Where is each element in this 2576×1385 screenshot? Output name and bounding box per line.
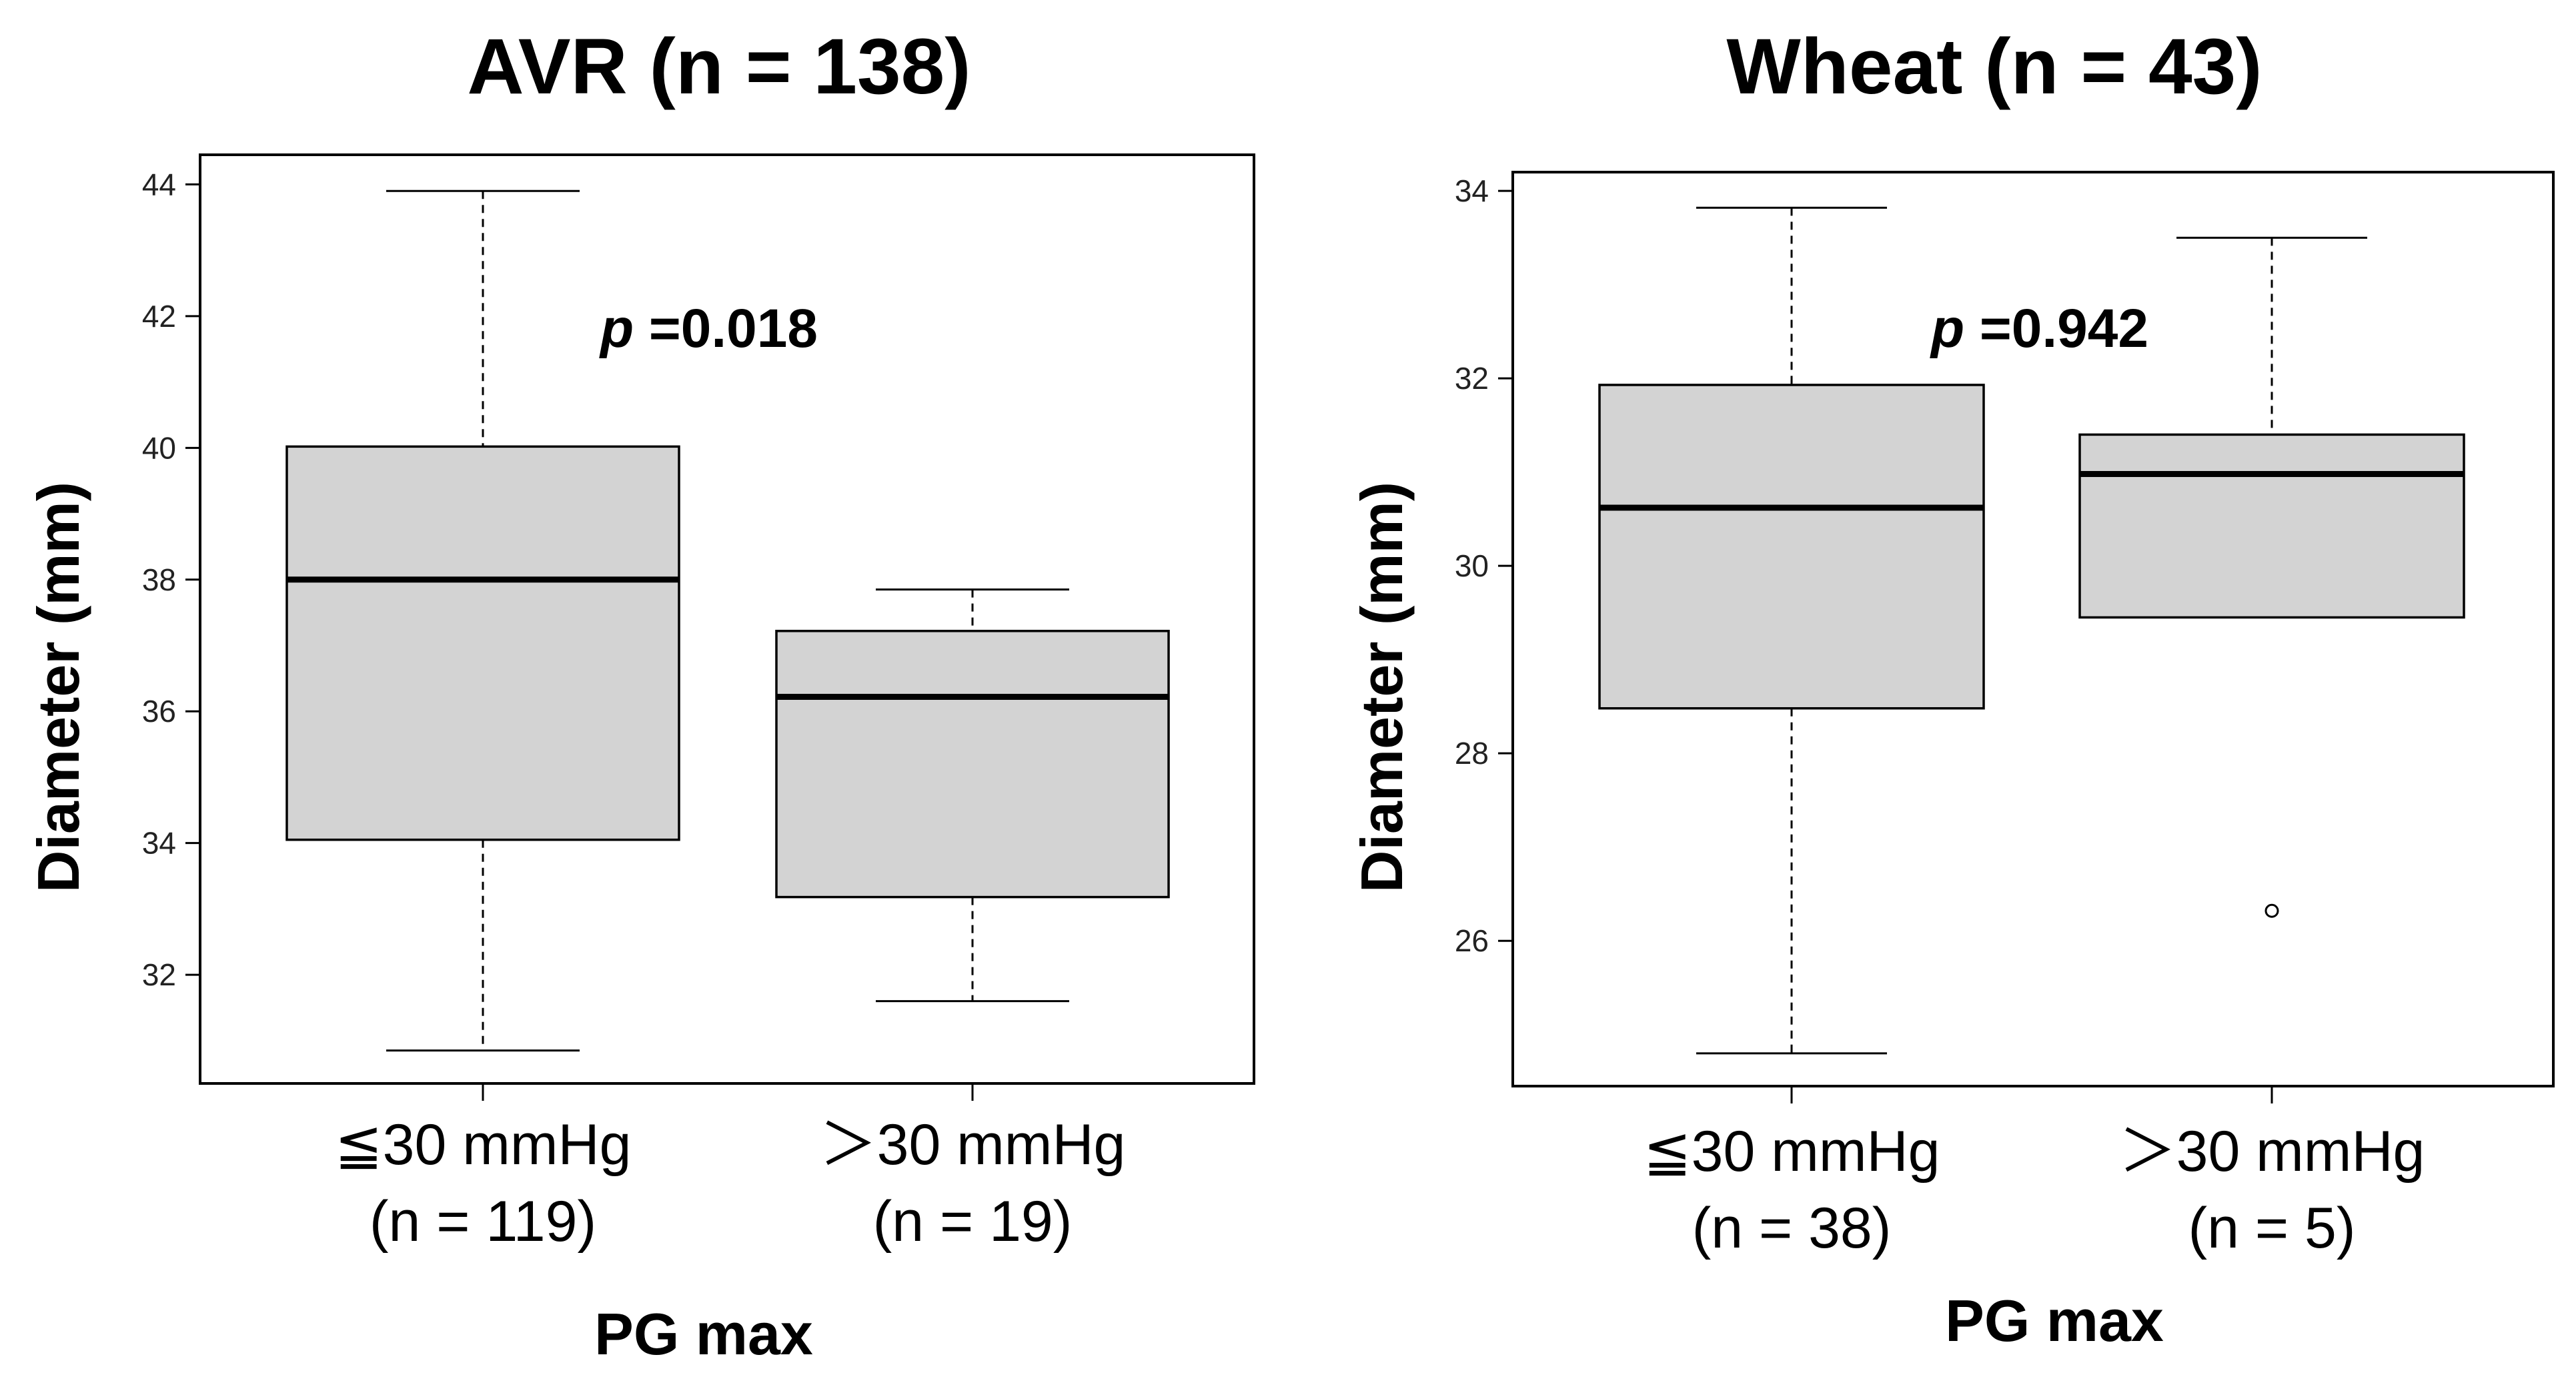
x-axis-label: PG max xyxy=(1945,1288,2164,1354)
y-tick-label: 42 xyxy=(142,299,176,334)
y-tick-label: 36 xyxy=(142,694,176,729)
y-tick-label: 30 xyxy=(1455,548,1489,583)
x-category-label: ＞30 mmHg xyxy=(2119,1119,2425,1184)
box xyxy=(1598,384,1985,710)
x-category-label: ＞30 mmHg xyxy=(820,1113,1126,1177)
x-category-label: ≦30 mmHg xyxy=(1644,1119,1940,1184)
y-ticks: 26 28 30 32 34 xyxy=(1455,173,1513,958)
box-group xyxy=(1598,206,1985,1055)
box xyxy=(775,630,1170,899)
boxes xyxy=(285,189,1170,1052)
x-category-count: (n = 5) xyxy=(2188,1196,2356,1260)
y-tick-label: 40 xyxy=(142,430,176,465)
box-group xyxy=(775,588,1170,1003)
outlier-point xyxy=(2265,903,2279,918)
box-group xyxy=(2078,236,2465,918)
x-category-count: (n = 19) xyxy=(873,1190,1073,1254)
y-tick-label: 34 xyxy=(1455,173,1489,208)
chart-avr: AVR (n = 138) Diameter (mm) PG max p =0.… xyxy=(25,23,1255,1367)
y-axis-label: Diameter (mm) xyxy=(25,482,91,893)
x-category-count: (n = 119) xyxy=(370,1190,596,1254)
x-category-count: (n = 38) xyxy=(1692,1196,1892,1260)
y-ticks: 32 34 36 38 40 42 44 xyxy=(142,167,200,992)
chart-title: Wheat (n = 43) xyxy=(1726,23,2262,111)
p-value: =0.942 xyxy=(1964,298,2148,359)
x-categories: ≦30 mmHg (n = 38) ＞30 mmHg (n = 5) xyxy=(1644,1086,2425,1260)
p-value: =0.018 xyxy=(634,298,818,359)
y-tick-label: 44 xyxy=(142,167,176,201)
box xyxy=(285,445,680,841)
x-axis-label: PG max xyxy=(594,1301,813,1367)
chart-wheat: Wheat (n = 43) Diameter (mm) PG max p =0… xyxy=(1349,23,2555,1354)
p-value-symbol: p xyxy=(1930,298,1964,359)
box-group xyxy=(285,189,680,1052)
x-category-label: ≦30 mmHg xyxy=(335,1113,632,1177)
y-tick-label: 28 xyxy=(1455,736,1489,771)
p-value-annotation: p =0.018 xyxy=(599,298,818,359)
p-value-annotation: p =0.942 xyxy=(1930,298,2148,359)
y-tick-label: 26 xyxy=(1455,923,1489,958)
y-tick-label: 32 xyxy=(142,957,176,992)
y-tick-label: 32 xyxy=(1455,361,1489,396)
box xyxy=(2078,433,2465,619)
chart-title: AVR (n = 138) xyxy=(467,23,971,111)
boxes xyxy=(1598,206,2465,1055)
p-value-symbol: p xyxy=(599,298,634,359)
x-categories: ≦30 mmHg (n = 119) ＞30 mmHg (n = 19) xyxy=(335,1083,1126,1254)
y-axis-label: Diameter (mm) xyxy=(1349,482,1415,893)
y-tick-label: 34 xyxy=(142,826,176,861)
y-tick-label: 38 xyxy=(142,562,176,597)
